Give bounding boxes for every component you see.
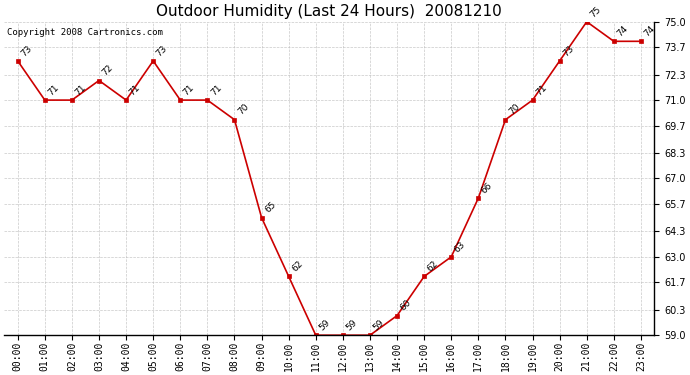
Text: 62: 62 (290, 259, 304, 274)
Text: 62: 62 (426, 259, 440, 274)
Text: 70: 70 (236, 102, 250, 117)
Text: 71: 71 (128, 83, 142, 98)
Text: 71: 71 (46, 83, 61, 98)
Text: 73: 73 (19, 44, 34, 58)
Text: 65: 65 (263, 200, 277, 215)
Text: 60: 60 (398, 298, 413, 313)
Text: 71: 71 (181, 83, 196, 98)
Text: 75: 75 (588, 4, 602, 19)
Title: Outdoor Humidity (Last 24 Hours)  20081210: Outdoor Humidity (Last 24 Hours) 2008121… (157, 4, 502, 19)
Text: 59: 59 (371, 318, 386, 332)
Text: 71: 71 (209, 83, 224, 98)
Text: 74: 74 (642, 24, 657, 39)
Text: 71: 71 (73, 83, 88, 98)
Text: 59: 59 (344, 318, 359, 332)
Text: 74: 74 (615, 24, 630, 39)
Text: 59: 59 (317, 318, 332, 332)
Text: 72: 72 (100, 63, 115, 78)
Text: Copyright 2008 Cartronics.com: Copyright 2008 Cartronics.com (8, 28, 164, 37)
Text: 73: 73 (155, 44, 169, 58)
Text: 63: 63 (453, 240, 467, 254)
Text: 73: 73 (561, 44, 575, 58)
Text: 70: 70 (507, 102, 522, 117)
Text: 71: 71 (534, 83, 549, 98)
Text: 66: 66 (480, 181, 494, 195)
